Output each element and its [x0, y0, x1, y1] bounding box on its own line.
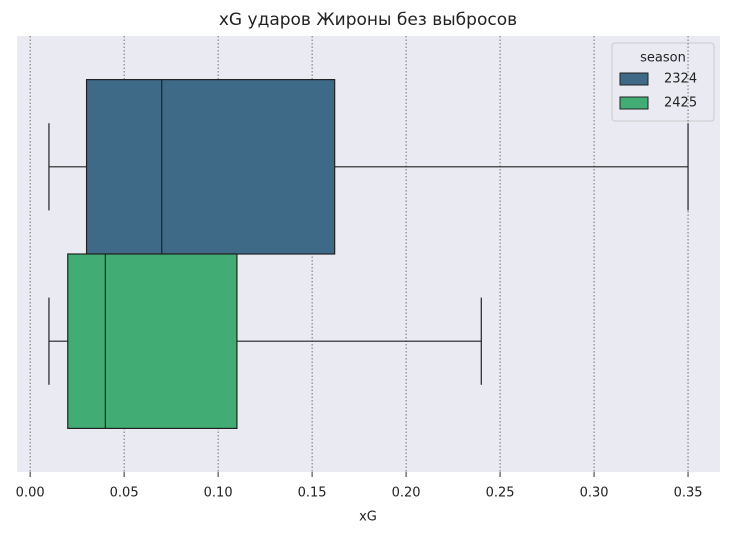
legend: season 2324 2425: [611, 42, 715, 122]
chart-title: xG ударов Жироны без выбросов: [219, 10, 517, 30]
x-tick-label: 0.00: [16, 486, 45, 501]
legend-title: season: [640, 51, 686, 66]
x-tick-label: 0.25: [486, 486, 515, 501]
box: [85, 78, 336, 255]
x-tick-label: 0.20: [392, 486, 421, 501]
legend-swatch: [619, 72, 649, 86]
x-tick-label: 0.15: [298, 486, 327, 501]
box: [67, 253, 238, 429]
legend-label: 2324: [664, 72, 697, 87]
legend-swatch: [619, 96, 649, 110]
x-tick-label: 0.05: [110, 486, 139, 501]
legend-label: 2425: [664, 96, 697, 111]
x-tick-label: 0.30: [580, 486, 609, 501]
x-tick-label: 0.10: [204, 486, 233, 501]
x-axis-label: xG: [359, 510, 377, 525]
x-tick-label: 0.35: [674, 486, 703, 501]
